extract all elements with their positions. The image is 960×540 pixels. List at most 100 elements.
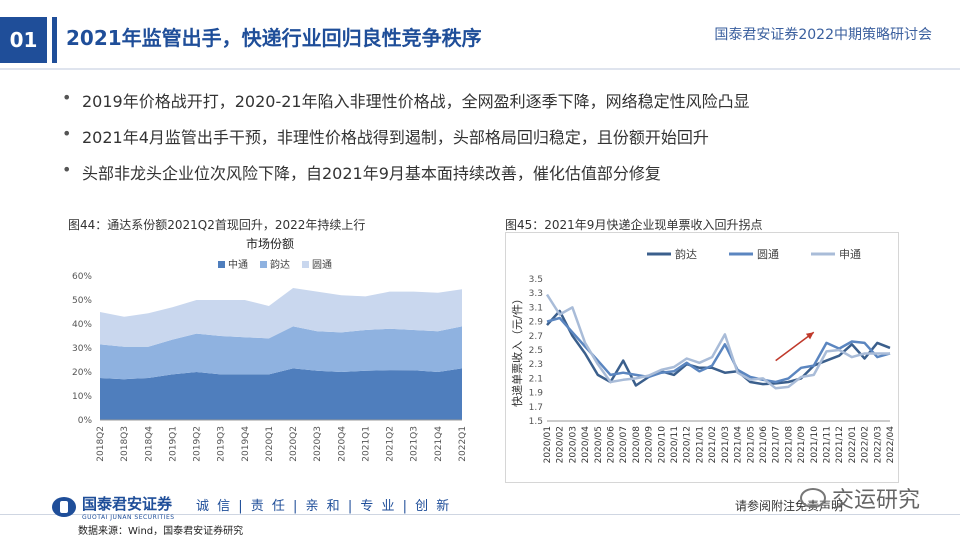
chart2-xtick-label: 2020/02 — [556, 426, 566, 463]
bullet-text: 头部非龙头企业位次风险下降，自2021年9月基本面持续改善，催化估值部分修复 — [82, 164, 661, 183]
chart1-xtick-label: 2020Q3 — [313, 426, 323, 462]
figure45-caption: 图45：2021年9月快递企业现单票收入回升拐点 — [505, 218, 763, 232]
figure44-caption: 图44：通达系份额2021Q2首现回升，2022年持续上行 — [68, 218, 366, 232]
chart2-ytick-label: 2.1 — [529, 374, 543, 384]
chart1-legend-label: 圆通 — [312, 259, 332, 271]
bullet-dot-icon: • — [62, 160, 72, 179]
chart1-xtick-label: 2019Q1 — [168, 426, 178, 462]
page-title: 2021年监管出手，快递行业回归良性竞争秩序 — [66, 26, 482, 50]
chart1-ytick-label: 20% — [72, 368, 92, 378]
chart2-frame — [505, 232, 899, 483]
chart2-xtick-label: 2022/04 — [886, 426, 896, 464]
wechat-icon — [800, 488, 826, 508]
chart2-line-圆通 — [546, 316, 891, 384]
chart2-xtick-label: 2021/08 — [784, 426, 794, 464]
chart2-ytick-label: 2.9 — [529, 318, 544, 328]
chart2-xtick-label: 2021/01 — [695, 426, 705, 463]
bullet-list: • 2019年价格战开打，2020-21年陷入非理性价格战，全网盈利逐季下降，网络… — [62, 88, 750, 196]
watermark-text: 交运研究 — [832, 488, 921, 513]
chart2-ytick-label: 3.5 — [529, 275, 543, 285]
company-logo: 国泰君安证券 GUOTAI JUNAN SECURITIES — [52, 493, 175, 521]
chart2-xtick-label: 2020/12 — [683, 426, 693, 463]
chart1-legend-swatch — [260, 261, 267, 268]
chart1-xtick-label: 2019Q4 — [241, 426, 251, 462]
chart2-xtick-label: 2022/03 — [873, 426, 883, 463]
chart2-xtick-label: 2022/01 — [848, 426, 858, 463]
watermark: 交运研究 — [800, 482, 920, 514]
chart2-xtick-label: 2021/04 — [734, 426, 744, 464]
bullet-text: 2021年4月监管出手干预，非理性价格战得到遏制，头部格局回归稳定，且份额开始回… — [82, 128, 709, 147]
chart2-ytick-label: 3.1 — [529, 303, 543, 313]
chart2-xtick-label: 2020/08 — [632, 426, 642, 464]
bullet-dot-icon: • — [62, 88, 72, 107]
bullet-item: • 2019年价格战开打，2020-21年陷入非理性价格战，全网盈利逐季下降，网络… — [62, 88, 750, 112]
chart2-ytick-label: 2.5 — [529, 346, 543, 356]
chart2-legend-label: 圆通 — [757, 248, 779, 261]
chart2-xtick-label: 2020/01 — [543, 426, 553, 463]
chart1-xtick-label: 2018Q3 — [120, 426, 130, 462]
footer-divider — [0, 514, 960, 515]
chart1-legend-label: 韵达 — [270, 258, 290, 271]
logo-subtitle: GUOTAI JUNAN SECURITIES — [82, 514, 175, 521]
data-source: 数据来源：Wind，国泰君安证券研究 — [78, 526, 244, 537]
chart1-xtick-label: 2018Q2 — [96, 426, 106, 462]
chart1-ytick-label: 10% — [72, 392, 92, 402]
chart1-ytick-label: 40% — [72, 320, 92, 330]
header-accent-bar — [52, 17, 57, 63]
chart1-ytick-label: 60% — [72, 272, 92, 282]
chart2-xtick-label: 2020/05 — [594, 426, 604, 463]
chart2-xtick-label: 2021/10 — [810, 426, 820, 464]
chart1-xtick-label: 2019Q3 — [217, 426, 227, 462]
chart1-xtick-label: 2021Q3 — [410, 426, 420, 462]
chart1-ytick-label: 30% — [72, 344, 92, 354]
chart2-legend-label: 申通 — [839, 248, 861, 261]
chart1-xtick-label: 2021Q4 — [434, 426, 444, 462]
section-number: 01 — [0, 17, 47, 63]
chart2-y-axis-label: 快递单票收入（元/件） — [510, 293, 524, 407]
chart2-xtick-label: 2020/10 — [657, 426, 667, 464]
chart2-legend-label: 韵达 — [675, 247, 697, 261]
chart1-legend-swatch — [218, 261, 225, 268]
chart1-area-中通 — [100, 368, 462, 420]
bullet-item: • 头部非龙头企业位次风险下降，自2021年9月基本面持续改善，催化估值部分修复 — [62, 160, 750, 184]
company-slogan: 诚 信 | 责 任 | 亲 和 | 专 业 | 创 新 — [196, 499, 452, 514]
chart2-xtick-label: 2021/02 — [708, 426, 718, 463]
bullet-item: • 2021年4月监管出手干预，非理性价格战得到遏制，头部格局回归稳定，且份额开始… — [62, 124, 750, 148]
chart2-xtick-label: 2021/09 — [797, 426, 807, 464]
chart2-xtick-label: 2021/03 — [721, 426, 731, 463]
chart2-ytick-label: 1.9 — [529, 389, 544, 399]
chart1-title: 市场份额 — [246, 236, 294, 251]
chart1-xtick-label: 2021Q1 — [361, 426, 371, 462]
chart2-xtick-label: 2020/07 — [619, 426, 629, 463]
bullet-text: 2019年价格战开打，2020-21年陷入非理性价格战，全网盈利逐季下降，网络稳… — [82, 92, 750, 111]
chart2-ytick-label: 1.7 — [529, 403, 543, 413]
chart2-xtick-label: 2022/02 — [861, 426, 871, 463]
chart2-ytick-label: 2.3 — [529, 360, 543, 370]
chart1-xtick-label: 2020Q4 — [337, 426, 347, 462]
chart2-ytick-label: 3.3 — [529, 289, 543, 299]
logo-name: 国泰君安证券 — [82, 495, 173, 513]
chart2-xtick-label: 2021/07 — [772, 426, 782, 463]
chart2-xtick-label: 2021/12 — [835, 426, 845, 463]
company-logo-icon — [52, 497, 76, 517]
chart1-ytick-label: 50% — [72, 296, 92, 306]
chart2-ytick-label: 2.7 — [529, 332, 543, 342]
chart2-xtick-label: 2020/11 — [670, 426, 680, 463]
chart2-xtick-label: 2020/09 — [645, 426, 655, 464]
chart1-ytick-label: 0% — [78, 416, 93, 426]
chart1-legend-swatch — [302, 261, 309, 268]
chart1-xtick-label: 2019Q2 — [193, 426, 203, 462]
unit-revenue-chart: 韵达 圆通 申通 1.5 1.7 1.9 2.1 2.3 2.5 2.7 2.9 3.1 3.3 3.5 快… — [505, 232, 899, 483]
conference-name: 国泰君安证券2022中期策略研讨会 — [714, 27, 932, 43]
chart2-xtick-label: 2021/06 — [759, 426, 769, 464]
chart2-xtick-label: 2021/11 — [822, 426, 832, 463]
chart1-xtick-label: 2020Q1 — [265, 426, 275, 462]
chart1-xtick-label: 2022Q1 — [458, 426, 468, 462]
chart1-xtick-label: 2021Q2 — [386, 426, 396, 462]
chart2-ytick-label: 1.5 — [529, 417, 543, 427]
chart2-xtick-label: 2021/05 — [746, 426, 756, 463]
chart1-legend-label: 中通 — [228, 258, 248, 271]
chart2-annotation-arrowhead — [805, 332, 814, 340]
chart1-xtick-label: 2020Q2 — [289, 426, 299, 462]
